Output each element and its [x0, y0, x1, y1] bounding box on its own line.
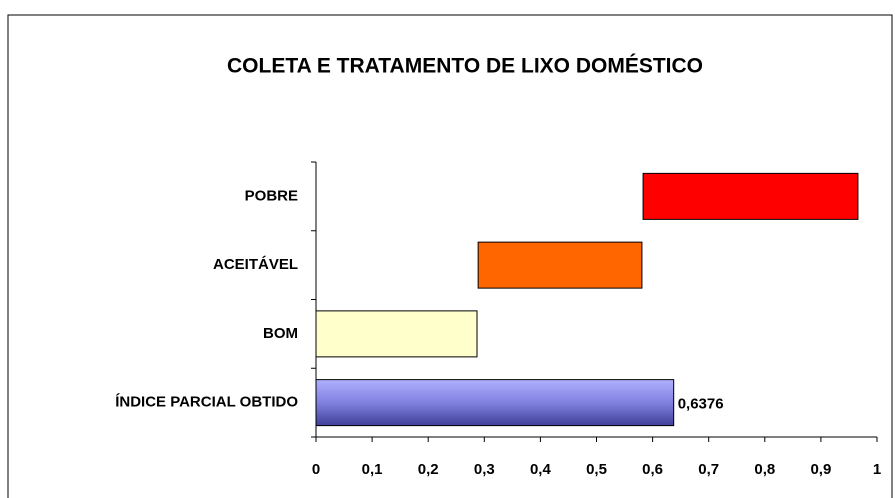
- y-tick-label: ACEITÁVEL: [213, 256, 298, 273]
- x-tick-label: 0,4: [530, 461, 552, 478]
- x-tick-label: 0,5: [586, 461, 607, 478]
- x-tick-label: 0,1: [362, 461, 383, 478]
- y-tick-label: BOM: [263, 325, 298, 342]
- bar: [315, 379, 675, 427]
- bar: [477, 241, 643, 289]
- x-tick-label: 0,9: [810, 461, 831, 478]
- bar: [315, 310, 478, 358]
- y-tick-label: POBRE: [245, 187, 298, 204]
- x-tick-label: 0,2: [418, 461, 439, 478]
- x-tick-label: 1: [873, 461, 881, 478]
- x-tick-label: 0,6: [642, 461, 663, 478]
- x-tick-label: 0: [312, 461, 320, 478]
- x-tick-label: 0,3: [474, 461, 495, 478]
- x-tick-label: 0,8: [754, 461, 775, 478]
- chart-title: COLETA E TRATAMENTO DE LIXO DOMÉSTICO: [227, 55, 703, 78]
- y-tick-label: ÍNDICE PARCIAL OBTIDO: [115, 394, 298, 411]
- value-label: 0,6376: [678, 396, 724, 413]
- bar: [642, 172, 859, 220]
- x-tick-label: 0,7: [698, 461, 719, 478]
